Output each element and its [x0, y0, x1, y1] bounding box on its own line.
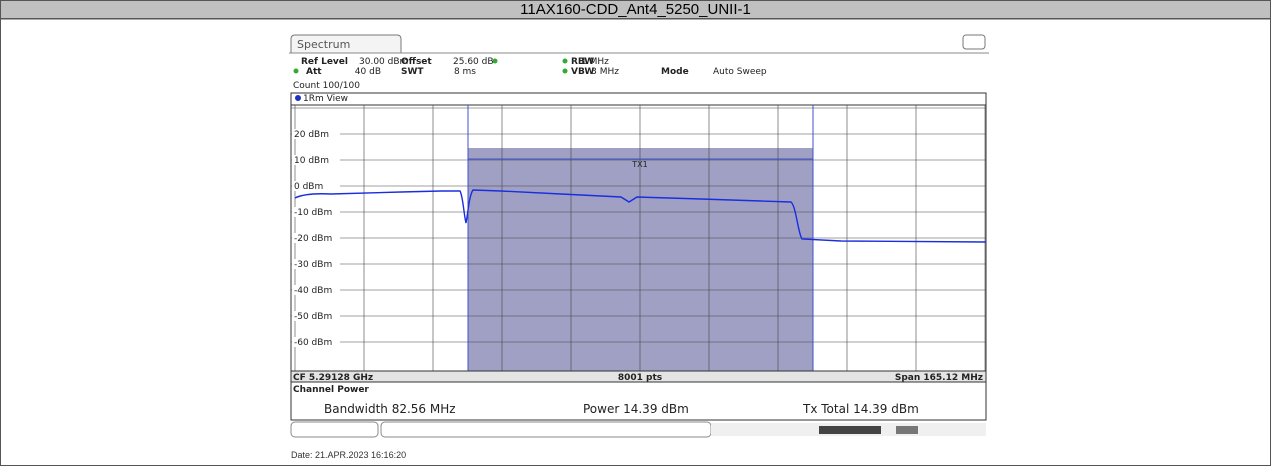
- trace-indicator: [295, 95, 301, 101]
- trace: [294, 189, 987, 243]
- y-label: 0 dBm: [294, 182, 323, 192]
- setting-value: 8 ms: [454, 67, 476, 77]
- menu-button[interactable]: [962, 34, 986, 50]
- points: 8001 pts: [618, 373, 662, 383]
- status-dot: [562, 58, 568, 64]
- label-bg: [292, 129, 340, 139]
- results-heading: Channel Power: [293, 385, 369, 395]
- bandwidth: Bandwidth 82.56 MHz: [324, 402, 456, 416]
- power: Power 14.39 dBm: [583, 402, 689, 416]
- setting-label: Mode: [661, 67, 689, 77]
- channel-band: [468, 148, 813, 371]
- label-bg: [292, 311, 340, 321]
- setting-label: Att: [306, 67, 322, 77]
- status-dot: [562, 68, 568, 74]
- setting-value: 3 MHz: [591, 67, 619, 77]
- y-label: 10 dBm: [294, 156, 329, 166]
- setting-label: Offset: [401, 57, 432, 67]
- setting-label: RBW: [571, 57, 594, 67]
- label-bg: [292, 181, 340, 191]
- setting-value: 25.60 dB: [453, 57, 494, 67]
- y-label: -50 dBm: [294, 312, 332, 322]
- y-label: -30 dBm: [294, 260, 332, 270]
- y-label: -10 dBm: [294, 208, 332, 218]
- status-dot: [492, 58, 498, 64]
- setting-label: SWT: [401, 67, 424, 77]
- y-label: 20 dBm: [294, 130, 329, 140]
- view-label: 1Rm View: [303, 94, 348, 104]
- setting-label: VBW: [571, 67, 594, 77]
- setting-value: 1 MHz: [581, 57, 609, 67]
- y-label: -60 dBm: [294, 338, 332, 348]
- setting-value: 40 dB: [355, 67, 381, 77]
- date: Date: 21.APR.2023 16:16:20: [291, 450, 407, 460]
- label-bg: [292, 285, 340, 295]
- softkey[interactable]: [380, 421, 712, 438]
- tab-label: Spectrum: [297, 38, 350, 51]
- y-label: -20 dBm: [294, 234, 332, 244]
- center-frequency: CF 5.29128 GHz: [293, 373, 373, 383]
- band-label: TX1: [631, 160, 647, 169]
- label-bg: [292, 259, 340, 269]
- setting-value: 30.00 dBm: [359, 57, 408, 67]
- label-bg: [292, 233, 340, 243]
- span: Span 165.12 MHz: [895, 373, 983, 383]
- grid: 20 dBm 10 dBm 0 dBm -10 dBm -20 dBm -30 dBm -4…: [291, 105, 986, 371]
- results-panel: [290, 381, 987, 421]
- tx-total: Tx Total 14.39 dBm: [802, 402, 919, 416]
- setting-label: Ref Level: [301, 57, 348, 67]
- status-dot: [293, 68, 299, 74]
- y-label: -40 dBm: [294, 286, 332, 296]
- count: Count 100/100: [293, 81, 360, 91]
- tab[interactable]: [290, 34, 402, 53]
- setting-value: Auto Sweep: [713, 67, 767, 77]
- label-bg: [292, 337, 340, 347]
- status-icon: [896, 426, 918, 434]
- progress-indicator: [819, 426, 881, 434]
- softkey[interactable]: [290, 421, 379, 438]
- label-bg: [292, 155, 340, 165]
- label-bg: [292, 207, 340, 217]
